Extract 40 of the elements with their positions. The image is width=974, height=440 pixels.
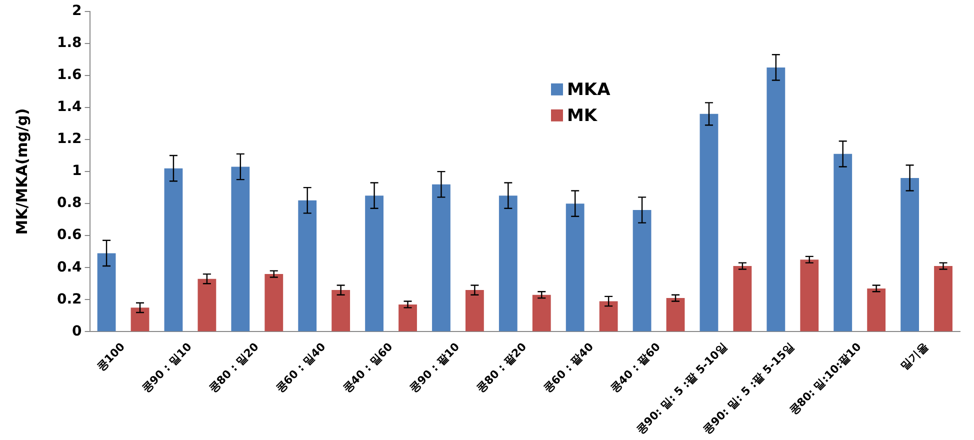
bar: [934, 266, 952, 332]
bar: [130, 308, 150, 332]
y-tick-label: 0: [72, 323, 82, 340]
y-tick-label: 2: [72, 3, 82, 20]
bar: [900, 178, 919, 332]
bar: [867, 288, 886, 332]
bar: [532, 294, 551, 332]
y-tick-label: 0.2: [56, 291, 82, 308]
y-tick-label: 1.8: [56, 35, 82, 52]
bar: [632, 210, 652, 332]
y-tick-label: 1.6: [56, 67, 82, 84]
bar: [432, 184, 450, 332]
y-tick-label: 0.6: [56, 227, 82, 244]
bar: [700, 114, 718, 332]
bar: [834, 154, 852, 332]
bar: [800, 260, 819, 332]
legend-label: MKA: [567, 80, 612, 100]
bar: [332, 290, 350, 332]
bar: [97, 253, 116, 332]
bar: [733, 266, 752, 332]
bar: [566, 204, 584, 332]
bar: [465, 290, 484, 332]
bar: [599, 301, 618, 332]
bar: [766, 67, 786, 332]
bar: [666, 298, 685, 332]
y-tick-label: 1.2: [56, 131, 82, 148]
bar: [264, 274, 284, 332]
bar: [198, 278, 216, 332]
bar: [398, 304, 417, 332]
bar: [298, 200, 317, 332]
y-tick-label: 0.4: [56, 259, 82, 276]
bar: [498, 196, 518, 332]
bar: [231, 166, 250, 332]
bar: [164, 168, 183, 332]
y-tick-label: 1: [72, 163, 82, 180]
y-tick-label: 1.4: [56, 99, 82, 116]
bar: [365, 196, 384, 332]
legend-label: MK: [567, 106, 598, 126]
y-axis-title: MK/MKA(mg/g): [12, 108, 31, 235]
y-tick-label: 0.8: [56, 195, 82, 212]
